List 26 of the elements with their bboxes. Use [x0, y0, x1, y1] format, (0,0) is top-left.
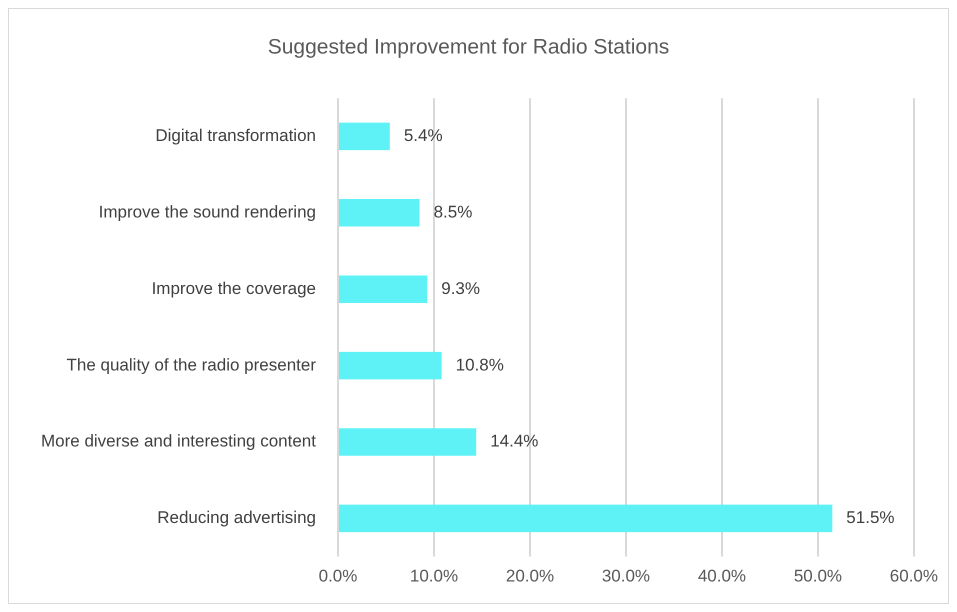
data-label: 14.4% [490, 432, 538, 451]
y-tick-label: More diverse and interesting content [40, 432, 316, 451]
x-tick-label: 10.0% [410, 566, 458, 586]
bar [338, 199, 420, 227]
bar [338, 352, 442, 380]
data-label: 10.8% [456, 355, 504, 374]
x-tick-label: 30.0% [602, 566, 650, 586]
y-tick-label: Improve the sound rendering [98, 202, 316, 222]
data-label: 8.5% [434, 202, 472, 222]
x-tick-label: 50.0% [794, 566, 842, 586]
x-tick-label: 40.0% [698, 566, 746, 586]
chart-title: Suggested Improvement for Radio Stations [268, 35, 670, 58]
data-label: 5.4% [404, 126, 443, 146]
x-tick-label: 20.0% [506, 566, 554, 586]
x-tick-label: 0.0% [318, 566, 358, 586]
data-label: 9.3% [441, 278, 480, 298]
bar [338, 275, 428, 303]
y-tick-label: Reducing advertising [157, 508, 316, 528]
bar [338, 504, 832, 532]
x-tick-label: 60.0% [890, 566, 938, 586]
y-tick-label: Improve the coverage [152, 278, 316, 298]
bar [338, 428, 476, 456]
bar [338, 122, 390, 150]
data-label: 51.5% [846, 508, 895, 528]
y-tick-label: Digital transformation [155, 126, 316, 146]
y-tick-label: The quality of the radio presenter [66, 355, 316, 374]
